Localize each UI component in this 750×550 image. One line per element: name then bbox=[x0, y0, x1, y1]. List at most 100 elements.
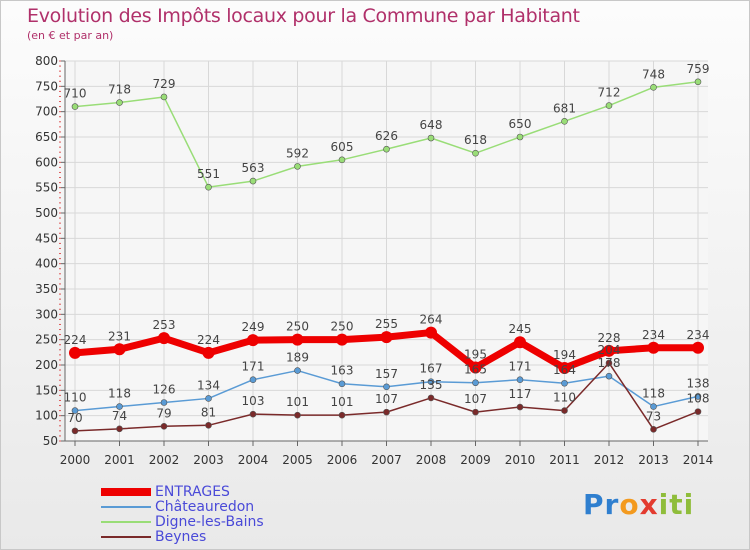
data-label: 234 bbox=[687, 328, 710, 342]
data-point bbox=[692, 341, 704, 354]
data-point bbox=[291, 333, 304, 346]
x-tick-label: 2001 bbox=[104, 453, 135, 467]
data-point bbox=[160, 399, 168, 406]
data-label: 250 bbox=[331, 320, 354, 334]
data-point bbox=[336, 333, 348, 346]
data-label: 101 bbox=[286, 395, 309, 409]
data-point bbox=[650, 84, 657, 91]
data-label: 163 bbox=[331, 364, 354, 378]
data-point bbox=[71, 103, 79, 110]
y-tick-label: 550 bbox=[35, 181, 58, 195]
data-label: 195 bbox=[464, 348, 487, 362]
data-point bbox=[605, 372, 613, 380]
x-tick-label: 2002 bbox=[149, 453, 180, 467]
data-point bbox=[249, 376, 257, 383]
data-label: 592 bbox=[286, 146, 309, 160]
data-label: 605 bbox=[331, 140, 354, 154]
data-label: 618 bbox=[464, 133, 487, 147]
y-tick-label: 650 bbox=[35, 130, 58, 144]
legend-label: Beynes bbox=[155, 529, 207, 545]
data-point bbox=[472, 149, 479, 157]
data-label: 204 bbox=[598, 343, 621, 357]
data-point bbox=[247, 334, 259, 347]
x-tick-label: 2013 bbox=[638, 453, 669, 467]
data-point bbox=[71, 427, 79, 435]
data-label: 551 bbox=[197, 167, 220, 181]
data-label: 79 bbox=[156, 406, 171, 420]
legend-item: Châteauredon bbox=[101, 500, 361, 515]
data-label: 224 bbox=[197, 333, 220, 347]
data-point bbox=[158, 332, 170, 345]
data-label: 194 bbox=[553, 348, 576, 362]
data-label: 81 bbox=[201, 405, 216, 419]
x-tick-label: 2003 bbox=[193, 453, 224, 467]
data-point bbox=[116, 403, 123, 410]
y-tick-label: 500 bbox=[35, 206, 58, 220]
data-label: 103 bbox=[242, 394, 265, 408]
data-point bbox=[71, 407, 79, 414]
data-label: 648 bbox=[420, 118, 443, 132]
data-point bbox=[605, 359, 613, 367]
data-label: 118 bbox=[642, 387, 665, 401]
data-label: 712 bbox=[598, 86, 621, 100]
data-label: 171 bbox=[242, 360, 265, 374]
data-point bbox=[116, 425, 123, 433]
data-label: 110 bbox=[553, 391, 576, 405]
data-point bbox=[425, 326, 437, 339]
data-label: 117 bbox=[509, 387, 532, 401]
data-label: 710 bbox=[64, 87, 87, 101]
data-label: 110 bbox=[64, 391, 87, 405]
data-label: 167 bbox=[420, 362, 443, 376]
data-label: 228 bbox=[598, 331, 621, 345]
proxiti-logo: Proxiti bbox=[583, 488, 695, 521]
legend-item: Beynes bbox=[101, 530, 361, 545]
data-label: 108 bbox=[687, 392, 710, 406]
data-label: 165 bbox=[464, 363, 487, 377]
data-point bbox=[472, 408, 479, 416]
data-point bbox=[469, 361, 482, 374]
data-label: 189 bbox=[286, 351, 309, 365]
data-label: 126 bbox=[153, 382, 176, 396]
y-tick-label: 450 bbox=[35, 231, 58, 245]
data-point bbox=[516, 376, 524, 383]
y-tick-label: 100 bbox=[35, 409, 58, 423]
data-point bbox=[558, 362, 571, 375]
data-label: 245 bbox=[509, 322, 532, 336]
x-tick-label: 2010 bbox=[505, 453, 536, 467]
y-tick-label: 400 bbox=[35, 257, 58, 271]
y-tick-label: 200 bbox=[35, 358, 58, 372]
data-label: 250 bbox=[286, 320, 309, 334]
data-label: 138 bbox=[687, 376, 710, 390]
x-tick-label: 2006 bbox=[327, 453, 358, 467]
data-point bbox=[516, 133, 524, 141]
data-point bbox=[427, 394, 435, 402]
data-point bbox=[202, 346, 215, 359]
x-tick-label: 2007 bbox=[371, 453, 402, 467]
data-label: 729 bbox=[153, 77, 176, 91]
y-tick-label: 50 bbox=[43, 434, 58, 448]
legend-label: Châteauredon bbox=[155, 499, 255, 515]
data-label: 748 bbox=[642, 67, 665, 81]
x-tick-label: 2000 bbox=[60, 453, 91, 467]
data-point bbox=[647, 341, 660, 354]
data-label: 134 bbox=[197, 378, 220, 392]
data-label: 135 bbox=[420, 378, 443, 392]
data-point bbox=[561, 407, 568, 414]
data-label: 224 bbox=[64, 333, 87, 347]
y-tick-label: 250 bbox=[35, 333, 58, 347]
legend-item: ENTRAGES bbox=[101, 485, 361, 500]
legend-item: Digne-les-Bains bbox=[101, 515, 361, 530]
data-point bbox=[383, 383, 390, 391]
data-label: 264 bbox=[420, 313, 443, 327]
data-point bbox=[561, 117, 568, 125]
data-point bbox=[694, 393, 702, 400]
data-label: 171 bbox=[509, 360, 532, 374]
data-label: 563 bbox=[242, 161, 265, 175]
data-point bbox=[514, 336, 526, 349]
data-label: 157 bbox=[375, 367, 398, 381]
y-tick-label: 800 bbox=[35, 54, 58, 68]
data-label: 73 bbox=[646, 409, 661, 423]
data-label: 74 bbox=[112, 409, 127, 423]
x-tick-label: 2012 bbox=[594, 453, 625, 467]
